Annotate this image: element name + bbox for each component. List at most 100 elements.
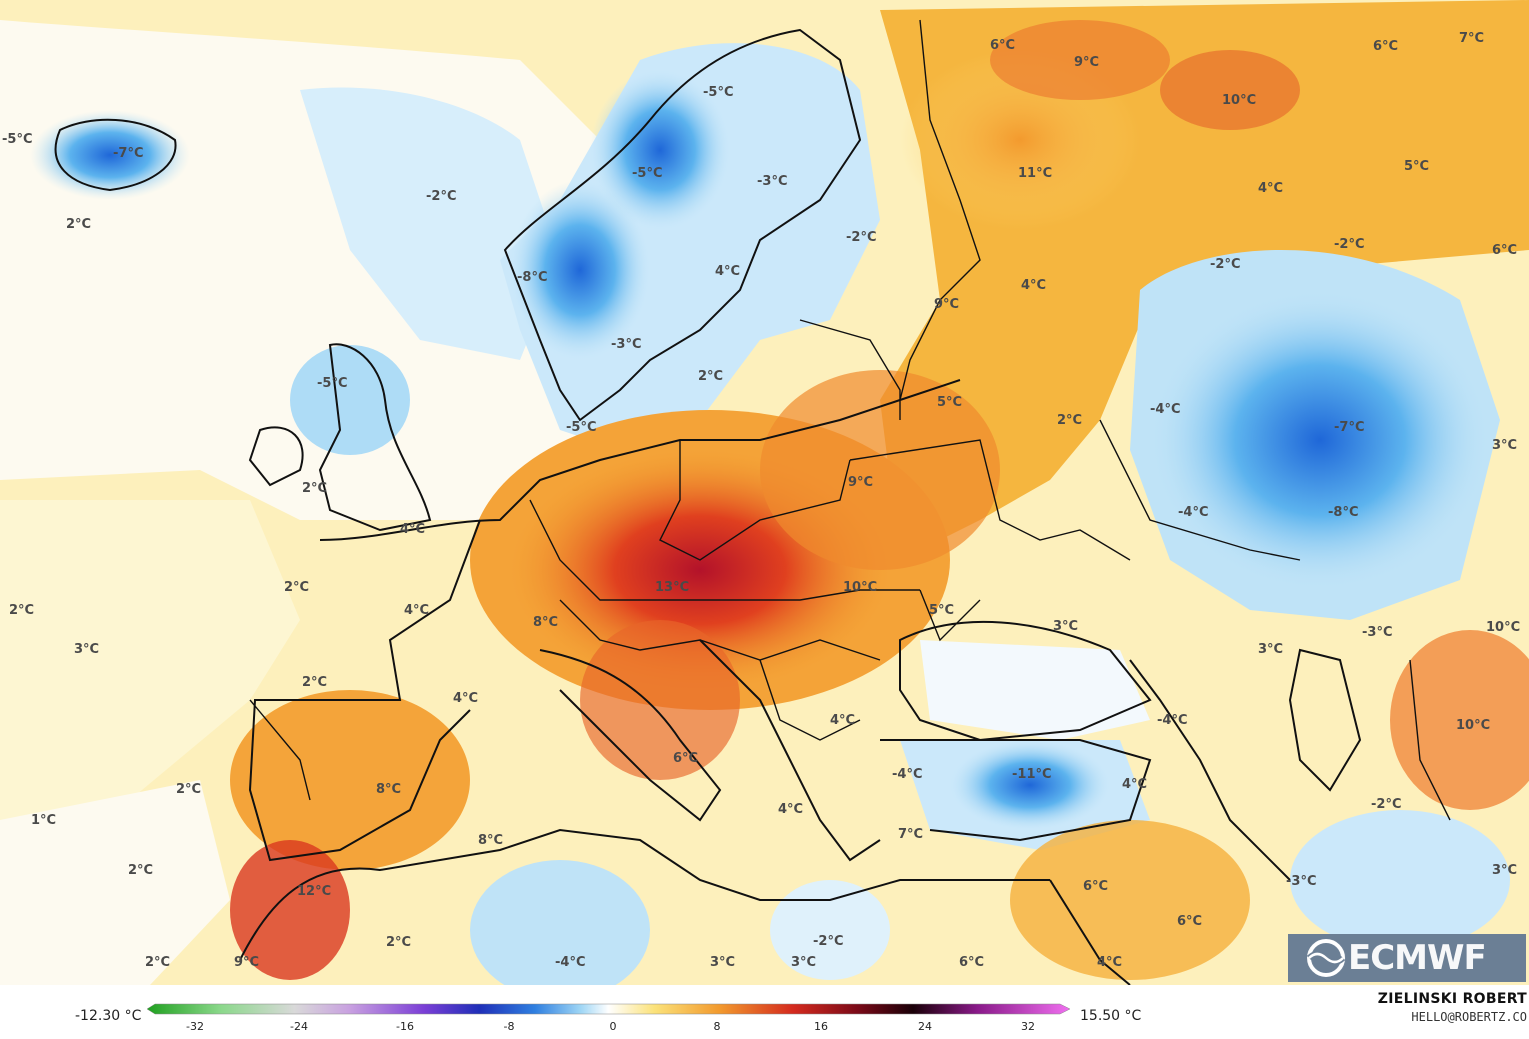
- map-label: 2°C: [698, 369, 723, 384]
- map-label: 5°C: [929, 603, 954, 618]
- map-label: -2°C: [1334, 237, 1364, 252]
- map-label: 6°C: [959, 955, 984, 970]
- map-label: 5°C: [937, 395, 962, 410]
- map-label: 13°C: [655, 580, 689, 595]
- scale-bar: [146, 1003, 1071, 1015]
- map-label: 6°C: [990, 38, 1015, 53]
- scale-tick: -16: [396, 1020, 414, 1033]
- map-label: 9°C: [1074, 55, 1099, 70]
- map-label: 3°C: [710, 955, 735, 970]
- map-label: -4°C: [892, 767, 922, 782]
- legend-bar: -32 -24 -16 -8 0 8 16 24 32: [0, 985, 1529, 1035]
- scale-tick: -24: [290, 1020, 308, 1033]
- map-label: 11°C: [1018, 166, 1052, 181]
- ecmwf-logo: ECMWF: [1288, 934, 1526, 982]
- map-label: 4°C: [1097, 955, 1122, 970]
- author-credit: ZIELINSKI ROBERT HELLO@ROBERTZ.CO: [1378, 990, 1527, 1026]
- map-label: 2°C: [1057, 413, 1082, 428]
- map-label: 7°C: [1459, 31, 1484, 46]
- map-label: 4°C: [1122, 777, 1147, 792]
- map-label: -2°C: [1210, 257, 1240, 272]
- map-label: 9°C: [934, 297, 959, 312]
- map-label: -5°C: [703, 85, 733, 100]
- map-label: 4°C: [453, 691, 478, 706]
- map-label: 6°C: [1373, 39, 1398, 54]
- ecmwf-logo-text: ECMWF: [1348, 938, 1487, 978]
- ecmwf-wave-icon: [1306, 939, 1346, 977]
- map-label: 2°C: [302, 481, 327, 496]
- map-label: 2°C: [66, 217, 91, 232]
- map-label: 10°C: [1486, 620, 1520, 635]
- map-label: -3°C: [1286, 874, 1316, 889]
- author-email: HELLO@ROBERTZ.CO: [1411, 1010, 1527, 1024]
- color-scale: -32 -24 -16 -8 0 8 16 24 32: [146, 1003, 1071, 1033]
- map-label: -3°C: [757, 174, 787, 189]
- map-label: -7°C: [113, 146, 143, 161]
- map-label: -4°C: [1150, 402, 1180, 417]
- temperature-labels: -5°C -7°C 2°C -2°C -5°C -5°C -3°C -8°C 4…: [2, 31, 1520, 970]
- map-label: 8°C: [533, 615, 558, 630]
- map-label: 2°C: [9, 603, 34, 618]
- map-label: -2°C: [813, 934, 843, 949]
- map-label: 9°C: [848, 475, 873, 490]
- map-label: -8°C: [517, 270, 547, 285]
- map-label: 4°C: [404, 603, 429, 618]
- legend-max-value: 15.50 °C: [1080, 1008, 1142, 1024]
- map-label: 6°C: [673, 751, 698, 766]
- map-label: -2°C: [1371, 797, 1401, 812]
- map-label: -4°C: [1178, 505, 1208, 520]
- map-label: 5°C: [1404, 159, 1429, 174]
- map-label: 3°C: [74, 642, 99, 657]
- map-label: 4°C: [778, 802, 803, 817]
- map-label: -5°C: [317, 376, 347, 391]
- scale-tick: 0: [610, 1020, 617, 1033]
- map-label: -4°C: [1157, 713, 1187, 728]
- map-label: 3°C: [1492, 863, 1517, 878]
- map-label: -4°C: [555, 955, 585, 970]
- author-name: ZIELINSKI ROBERT: [1377, 991, 1527, 1007]
- map-label: -5°C: [2, 132, 32, 147]
- map-label: 6°C: [1492, 243, 1517, 258]
- map-label: 9°C: [234, 955, 259, 970]
- map-label: 4°C: [1258, 181, 1283, 196]
- map-label: 10°C: [1222, 93, 1256, 108]
- map-label: 2°C: [302, 675, 327, 690]
- map-label: 10°C: [1456, 718, 1490, 733]
- map-label: -5°C: [566, 420, 596, 435]
- scale-tick: 24: [918, 1020, 932, 1033]
- map-label: 4°C: [400, 522, 425, 537]
- coastlines: [54, 28, 1362, 985]
- scale-tick: -32: [186, 1020, 204, 1033]
- map-label: 10°C: [843, 580, 877, 595]
- map-label: 2°C: [284, 580, 309, 595]
- map-label: 3°C: [1053, 619, 1078, 634]
- legend-min-value: -12.30 °C: [75, 1008, 142, 1024]
- map-label: -3°C: [611, 337, 641, 352]
- map-label: 2°C: [386, 935, 411, 950]
- map-label: -3°C: [1362, 625, 1392, 640]
- scale-tick: -8: [504, 1020, 515, 1033]
- map-label: -5°C: [632, 166, 662, 181]
- map-label: -11°C: [1012, 767, 1052, 782]
- anomaly-fields: [0, 0, 1529, 985]
- map-label: 12°C: [297, 884, 331, 899]
- map-label: 2°C: [145, 955, 170, 970]
- scale-tick: 16: [814, 1020, 828, 1033]
- map-label: -2°C: [846, 230, 876, 245]
- map-label: 1°C: [31, 813, 56, 828]
- scale-tick: 32: [1021, 1020, 1035, 1033]
- map-label: 6°C: [1177, 914, 1202, 929]
- map-label: 2°C: [128, 863, 153, 878]
- scale-tick: 8: [714, 1020, 721, 1033]
- map-label: 2°C: [176, 782, 201, 797]
- map-label: -7°C: [1334, 420, 1364, 435]
- map-label: 3°C: [1492, 438, 1517, 453]
- map-label: 4°C: [715, 264, 740, 279]
- map-label: -2°C: [426, 189, 456, 204]
- map-label: 4°C: [1021, 278, 1046, 293]
- map-label: 4°C: [830, 713, 855, 728]
- map-label: 7°C: [898, 827, 923, 842]
- temperature-anomaly-map: -5°C -7°C 2°C -2°C -5°C -5°C -3°C -8°C 4…: [0, 0, 1529, 985]
- map-label: 8°C: [376, 782, 401, 797]
- map-label: 3°C: [791, 955, 816, 970]
